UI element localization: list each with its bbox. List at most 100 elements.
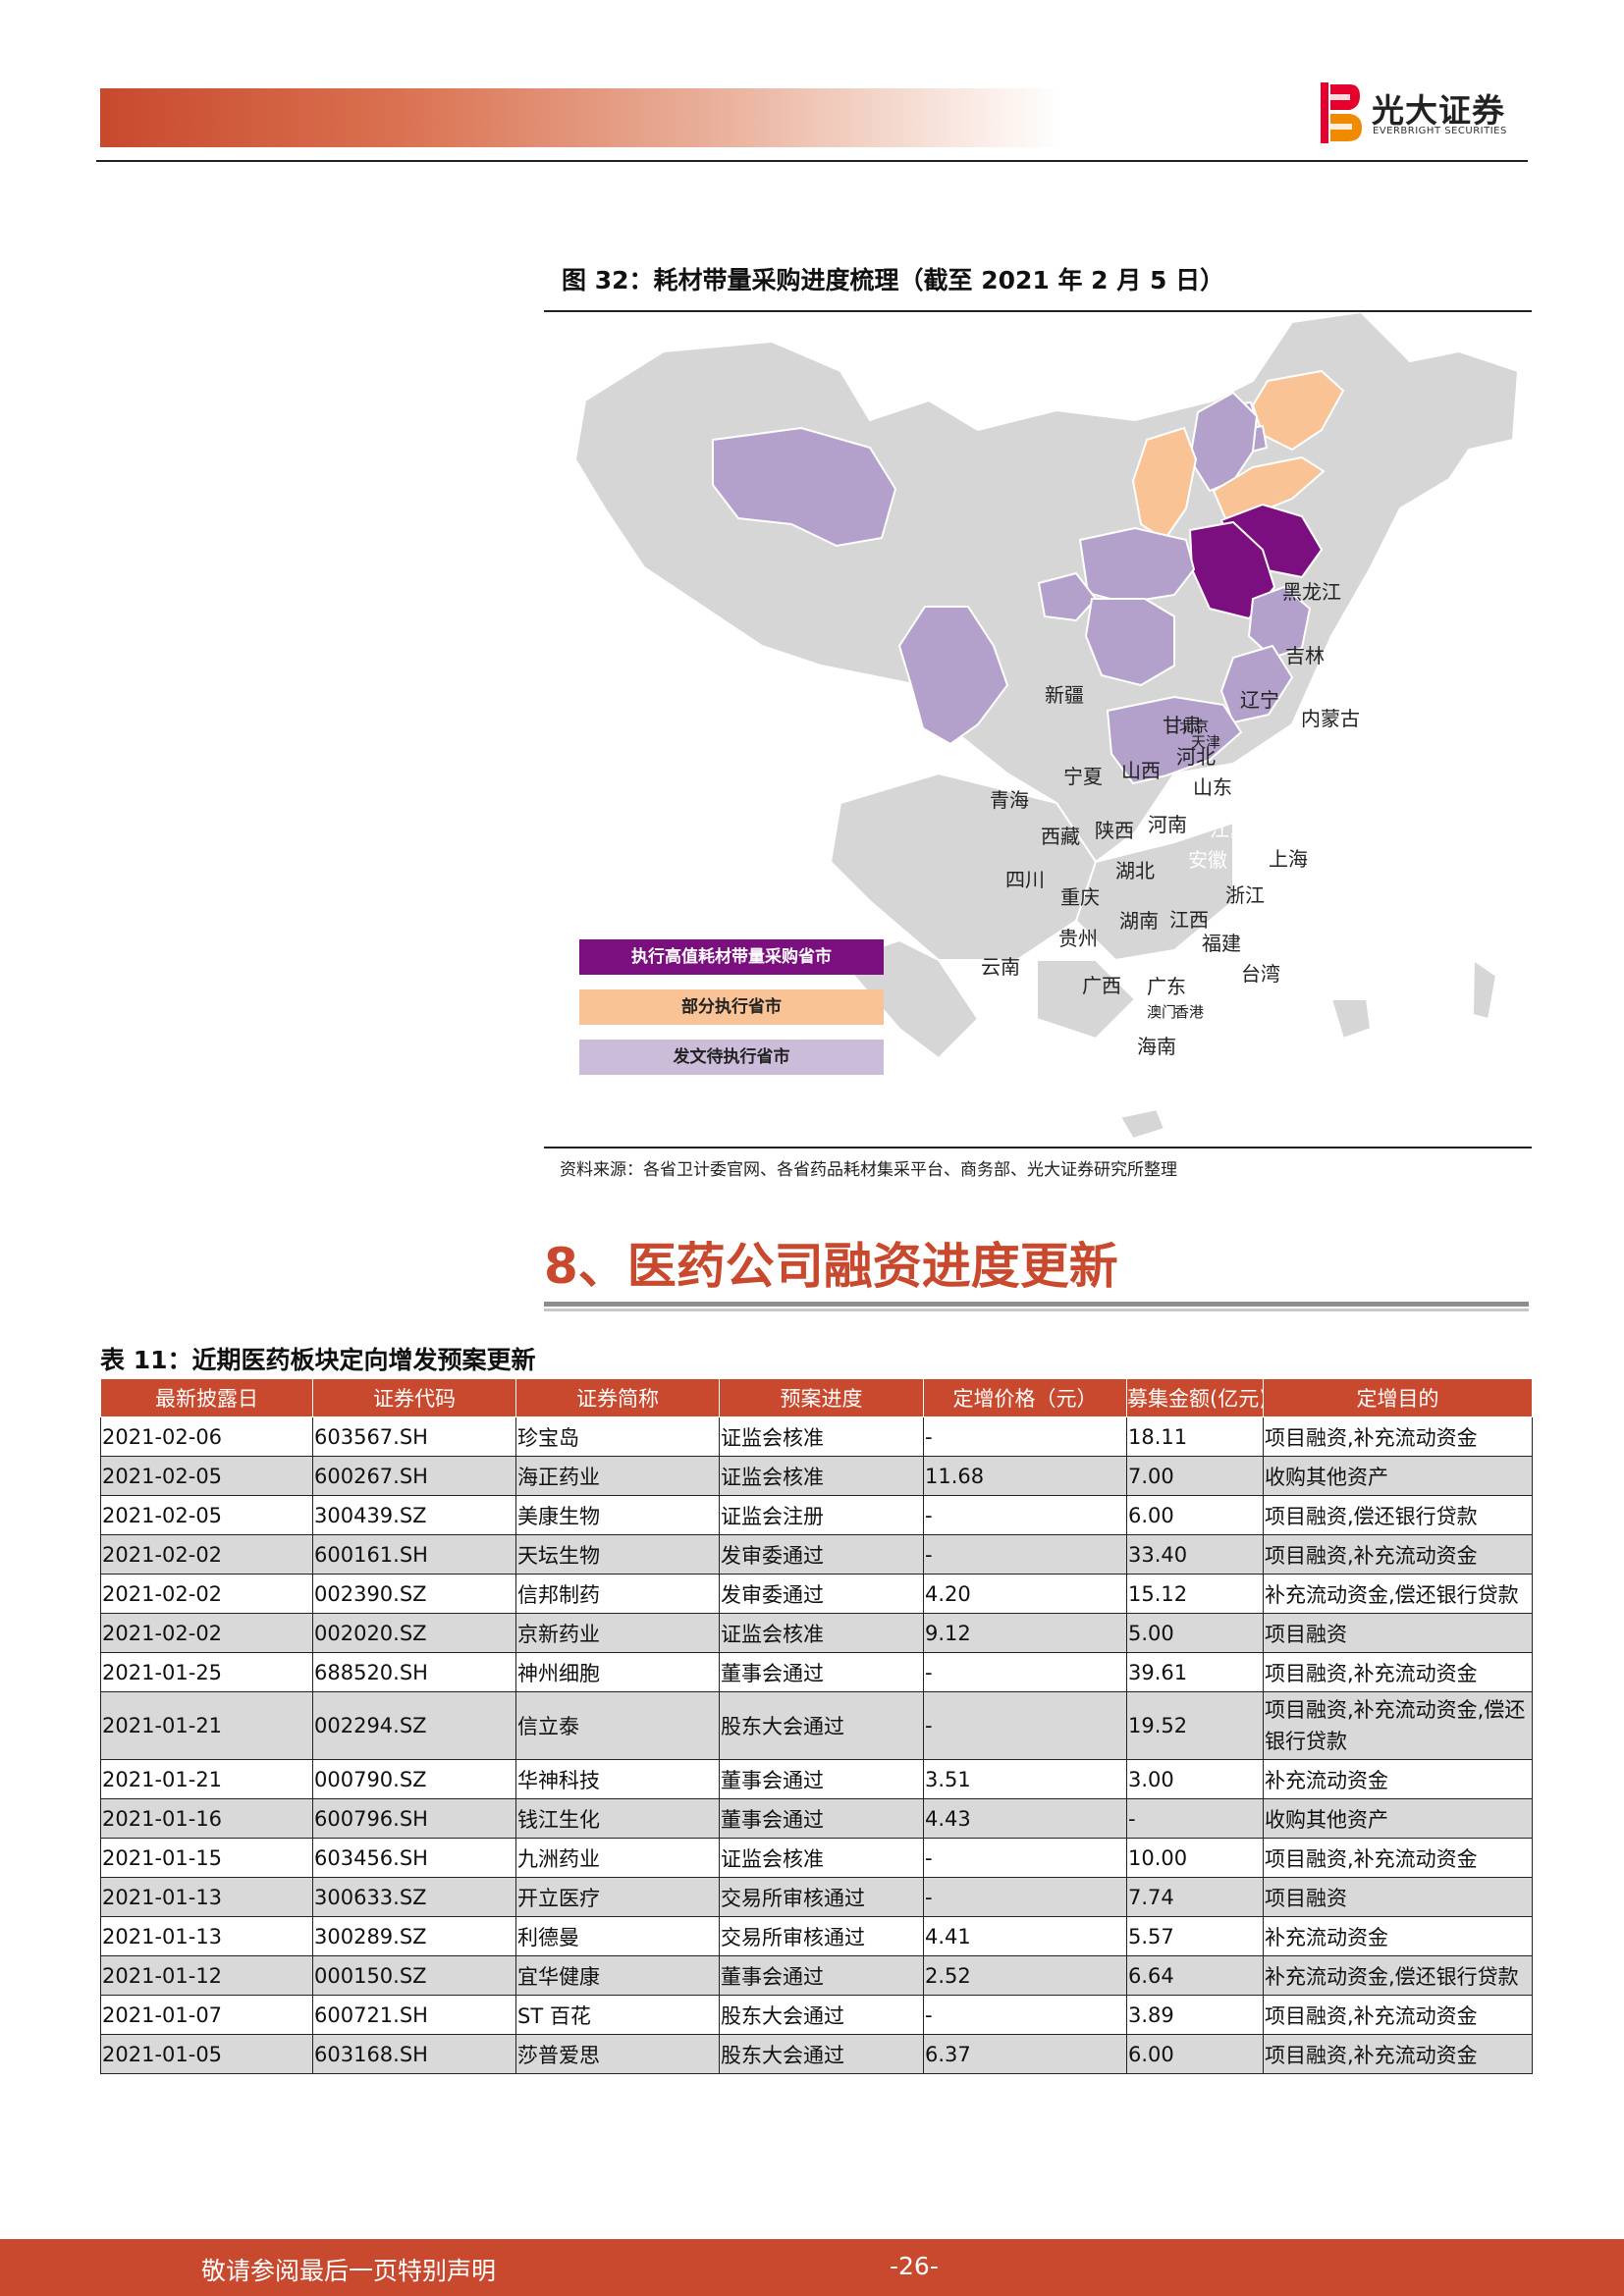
table-cell: 项目融资,补充流动资金 <box>1263 1838 1533 1878</box>
table-cell: 开立医疗 <box>515 1877 720 1917</box>
footer-bar <box>0 2239 1624 2296</box>
table-cell: 18.11 <box>1126 1416 1264 1457</box>
map-base-region <box>1074 821 1234 962</box>
table-cell: 4.43 <box>923 1798 1127 1839</box>
table-cell: 项目融资 <box>1263 1613 1533 1653</box>
brand-logo: 光大证券 EVERBRIGHT SECURITIES <box>1321 80 1527 145</box>
map-region <box>1084 598 1175 687</box>
table-cell: 2021-01-13 <box>100 1877 313 1917</box>
table-cell: 2021-01-21 <box>100 1691 313 1760</box>
table-row: 2021-02-05 300439.SZ 美康生物 证监会注册 -6.00 项目融资,偿还… <box>100 1495 1533 1535</box>
table-cell: 珍宝岛 <box>515 1416 720 1457</box>
table-cell: 600161.SH <box>312 1534 516 1575</box>
map-regions <box>573 310 1520 1141</box>
map-base-region <box>1329 998 1373 1041</box>
province-label: 黑龙江 <box>1282 580 1341 604</box>
table-cell: 莎普爱思 <box>515 2034 720 2074</box>
province-label: 广西 <box>1082 974 1121 997</box>
province-label: 云南 <box>981 955 1020 979</box>
table-cell: - <box>923 1495 1127 1535</box>
page-number: -26- <box>890 2252 939 2280</box>
table-cell: 002020.SZ <box>312 1613 516 1653</box>
table-cell: 6.00 <box>1126 2034 1264 2074</box>
table-cell: 证监会注册 <box>719 1495 924 1535</box>
table-cell: 2021-02-05 <box>100 1495 313 1535</box>
table-cell: 2021-01-15 <box>100 1838 313 1878</box>
table-cell: 信邦制药 <box>515 1574 720 1614</box>
table-cell: 2021-01-12 <box>100 1955 313 1996</box>
col-header-name: 证券简称 <box>515 1378 720 1417</box>
province-label: 贵州 <box>1058 927 1098 950</box>
col-header-purpose: 定增目的 <box>1263 1378 1533 1417</box>
table-row: 2021-01-12 000150.SZ 宜华健康 董事会通过 2.52 6.64 补充流动… <box>100 1955 1533 1996</box>
legend-partial: 部分执行省市 <box>579 989 884 1025</box>
table-row: 2021-02-02 002020.SZ 京新药业 证监会核准 9.12 5.00 项目融资 <box>100 1613 1533 1653</box>
table-cell: 000790.SZ <box>312 1759 516 1799</box>
table-cell: 688520.SH <box>312 1652 516 1692</box>
table-row: 2021-02-02 002390.SZ 信邦制药 发审委通过 4.20 15.12 补充流… <box>100 1574 1533 1614</box>
table-cell: 天坛生物 <box>515 1534 720 1575</box>
table-cell: 交易所审核通过 <box>719 1916 924 1956</box>
table-row: 2021-02-05 600267.SH 海正药业 证监会核准 11.68 7.00 收购其… <box>100 1456 1533 1496</box>
table-cell: 6.37 <box>923 2034 1127 2074</box>
table-cell: 股东大会通过 <box>719 1995 924 2035</box>
table-cell: 5.00 <box>1126 1613 1264 1653</box>
footer-disclaimer: 敬请参阅最后一页特别声明 <box>201 2257 497 2285</box>
table-row: 2021-01-15 603456.SH 九洲药业 证监会核准 -10.00 项目融资,补… <box>100 1838 1533 1878</box>
table-row: 2021-02-02 600161.SH 天坛生物 发审委通过 -33.40 项目融资,补… <box>100 1534 1533 1575</box>
table-cell: 证监会核准 <box>719 1838 924 1878</box>
header-rule <box>96 160 1528 162</box>
table-cell: 15.12 <box>1126 1574 1264 1614</box>
table-cell: 董事会通过 <box>719 1798 924 1839</box>
table-row: 2021-01-13 300633.SZ 开立医疗 交易所审核通过 -7.74 项目融资 <box>100 1877 1533 1917</box>
table-cell: 发审委通过 <box>719 1534 924 1575</box>
table-cell: - <box>923 1691 1127 1760</box>
table-cell: 项目融资 <box>1263 1877 1533 1917</box>
table-cell: 2021-02-02 <box>100 1534 313 1575</box>
map-region <box>1251 369 1345 452</box>
header-gradient-bar <box>100 88 1062 147</box>
table-cell: 2021-02-02 <box>100 1613 313 1653</box>
table-cell: 7.74 <box>1126 1877 1264 1917</box>
col-header-code: 证券代码 <box>312 1378 516 1417</box>
table-cell: 2021-01-13 <box>100 1916 313 1956</box>
table-cell: 项目融资,补充流动资金 <box>1263 1534 1533 1575</box>
table-cell: 项目融资,补充流动资金 <box>1263 2034 1533 2074</box>
table-cell: 股东大会通过 <box>719 1691 924 1760</box>
table-title: 表 11：近期医药板块定向增发预案更新 <box>100 1346 536 1374</box>
table-cell: 美康生物 <box>515 1495 720 1535</box>
table-cell: 2021-02-02 <box>100 1574 313 1614</box>
table-cell: - <box>923 1877 1127 1917</box>
province-label: 浙江 <box>1225 883 1265 907</box>
table-cell: 2021-02-06 <box>100 1416 313 1457</box>
table-cell: ST 百花 <box>515 1995 720 2035</box>
table-cell: 600796.SH <box>312 1798 516 1839</box>
table-cell: - <box>923 1652 1127 1692</box>
table-cell: 项目融资,补充流动资金 <box>1263 1995 1533 2035</box>
table-row: 2021-01-13 300289.SZ 利德曼 交易所审核通过 4.41 5.57 补充流… <box>100 1916 1533 1956</box>
province-label: 江西 <box>1169 908 1209 932</box>
table-cell: 5.57 <box>1126 1916 1264 1956</box>
table-cell: 3.51 <box>923 1759 1127 1799</box>
table-cell: 神州细胞 <box>515 1652 720 1692</box>
table-row: 2021-01-16 600796.SH 钱江生化 董事会通过 4.43- 收购其他资产 <box>100 1798 1533 1839</box>
figure-source: 资料来源：各省卫计委官网、各省药品耗材集采平台、商务部、光大证券研究所整理 <box>560 1160 1177 1180</box>
table-cell: 19.52 <box>1126 1691 1264 1760</box>
table-cell: 证监会核准 <box>719 1416 924 1457</box>
province-label: 香港 <box>1174 1003 1204 1021</box>
table-cell: 董事会通过 <box>719 1759 924 1799</box>
table-cell: 6.64 <box>1126 1955 1264 1996</box>
logo-text-en: EVERBRIGHT SECURITIES <box>1373 126 1507 136</box>
province-label: 广东 <box>1147 975 1186 998</box>
table-cell: 收购其他资产 <box>1263 1798 1533 1839</box>
province-label: 福建 <box>1202 932 1241 955</box>
province-label: 青海 <box>990 788 1029 812</box>
province-label: 江苏 <box>1210 818 1249 841</box>
table-cell: - <box>1126 1798 1264 1839</box>
table-cell: 000150.SZ <box>312 1955 516 1996</box>
table-row: 2021-01-21 000790.SZ 华神科技 董事会通过 3.51 3.00 补充流动… <box>100 1759 1533 1799</box>
table-row: 2021-01-05 603168.SH 莎普爱思 股东大会通过 6.37 6.00 项目融… <box>100 2034 1533 2074</box>
map-region <box>1247 585 1312 660</box>
province-label: 西藏 <box>1041 825 1080 848</box>
table-cell: 补充流动资金 <box>1263 1916 1533 1956</box>
